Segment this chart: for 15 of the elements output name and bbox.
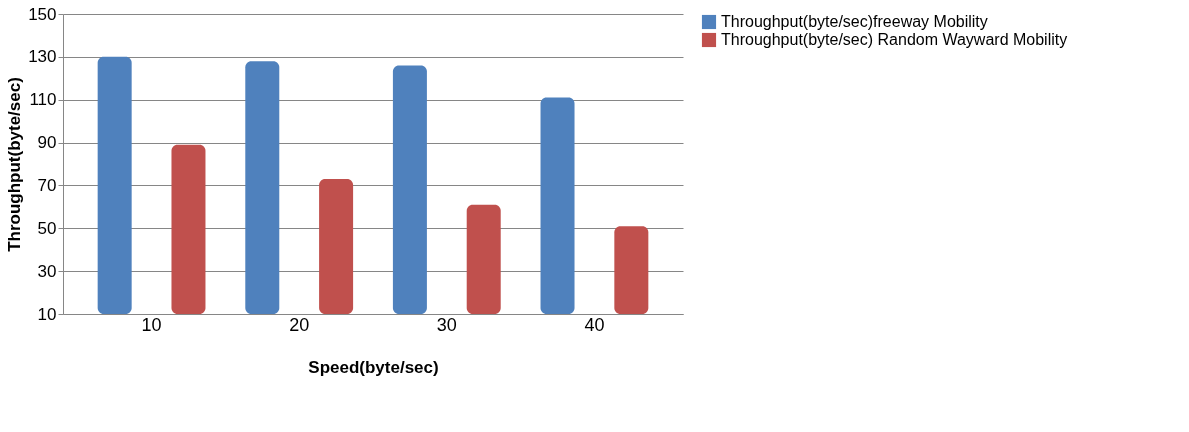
y-tick-label: 50 <box>37 218 57 238</box>
x-axis-title: Speed(byte/sec) <box>308 357 439 377</box>
y-tick-label: 110 <box>29 90 57 110</box>
y-tick-label: 150 <box>28 4 57 24</box>
y-tick-label: 70 <box>37 175 57 195</box>
x-tick-label: 20 <box>289 314 310 335</box>
legend-label: Throughput(byte/sec) Random Wayward Mobility <box>721 31 1068 48</box>
y-tick-label: 30 <box>37 261 57 281</box>
y-tick-label: 90 <box>37 133 57 153</box>
legend-label: Throughput(byte/sec)freeway Mobility <box>721 13 988 30</box>
x-tick-label: 30 <box>436 314 457 335</box>
y-tick-label: 130 <box>28 47 57 67</box>
x-tick-label: 10 <box>141 314 162 335</box>
y-axis-title: Throughput(byte/sec) <box>5 77 25 252</box>
x-tick-label: 40 <box>584 314 605 335</box>
